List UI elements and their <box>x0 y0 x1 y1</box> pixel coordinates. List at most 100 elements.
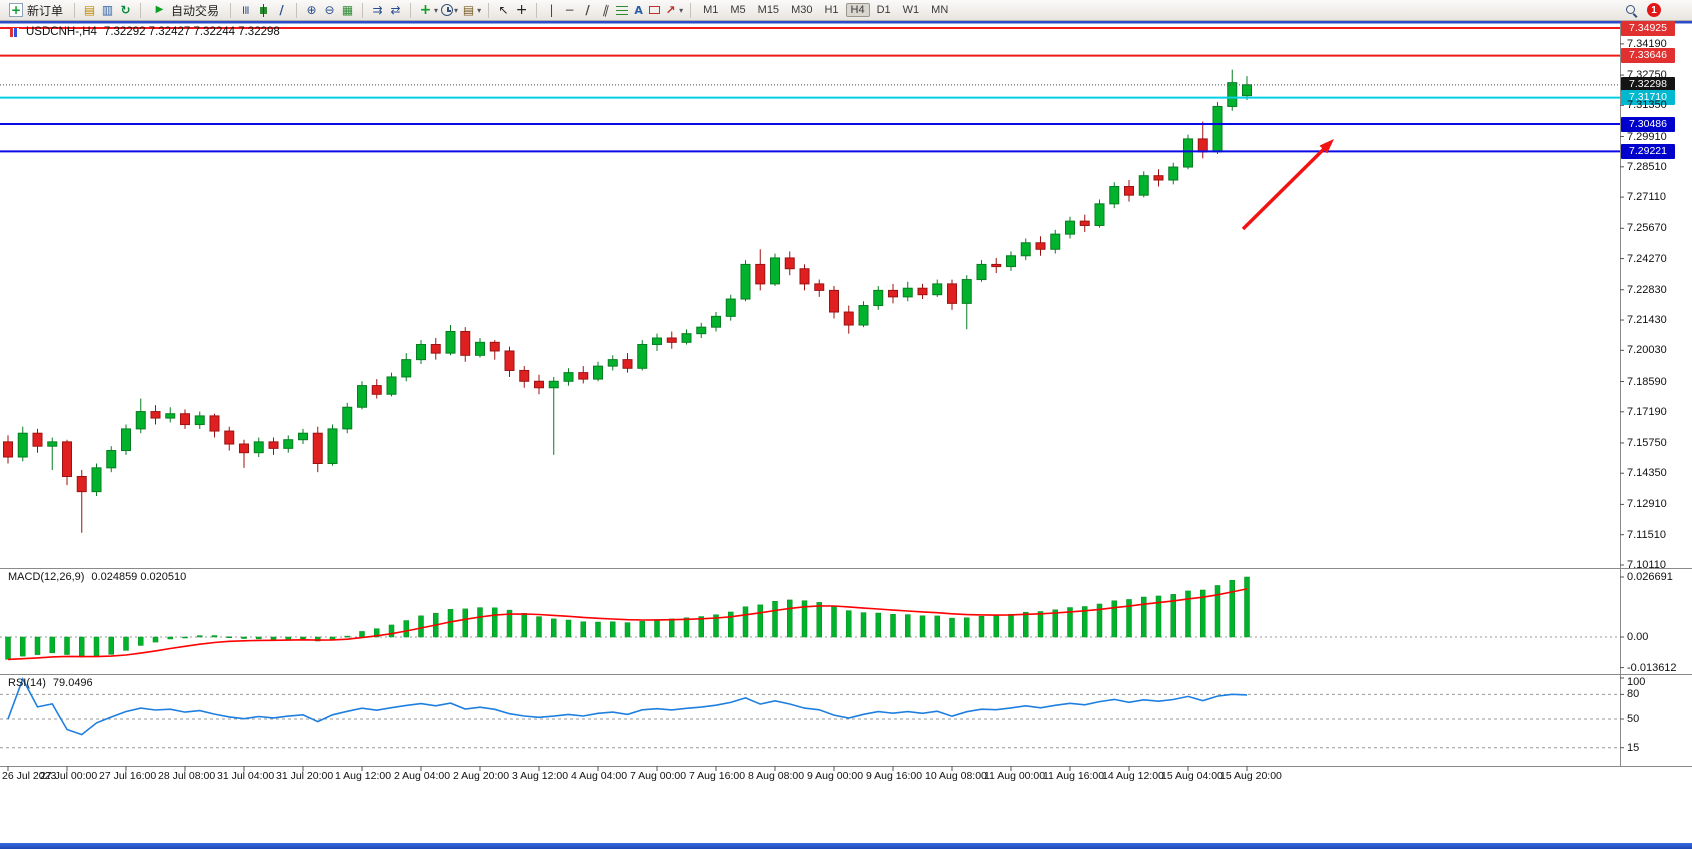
trendline-tool-icon[interactable] <box>580 3 595 18</box>
toolbar-separator <box>296 2 298 18</box>
candle-body <box>725 298 736 317</box>
arrows-tool-icon[interactable] <box>663 3 678 18</box>
templates-icon[interactable] <box>461 3 476 18</box>
timeframe-button-w1[interactable]: W1 <box>902 4 920 16</box>
candle-body <box>327 428 338 465</box>
candle-body <box>224 430 235 445</box>
candle-body <box>1050 233 1061 250</box>
candle-body <box>312 432 323 465</box>
cursor-tool-icon[interactable] <box>496 3 511 18</box>
market-watch-icon[interactable] <box>82 3 97 18</box>
text-tool-icon[interactable] <box>631 3 646 18</box>
candle-body <box>784 257 795 270</box>
candle-body <box>976 263 987 281</box>
candle-body <box>3 441 13 458</box>
line-chart-type-icon[interactable] <box>274 3 289 18</box>
candle-body <box>1020 242 1031 257</box>
templates-dropdown-caret[interactable]: ▾ <box>477 5 482 15</box>
candle-body <box>416 343 426 361</box>
candle-body <box>165 413 176 419</box>
candle-body <box>209 415 220 432</box>
candle-body <box>253 441 264 454</box>
timeframe-button-mn[interactable]: MN <box>931 4 949 16</box>
search-icon[interactable] <box>1624 3 1639 18</box>
candle-body <box>578 372 589 380</box>
zoom-in-icon[interactable] <box>304 3 319 18</box>
candle-body <box>622 359 633 369</box>
candle-body <box>371 385 382 395</box>
candle-body <box>475 341 485 356</box>
fibonacci-tool-icon[interactable] <box>616 5 629 15</box>
candle-body <box>1035 242 1046 250</box>
timeframe-button-m30[interactable]: M30 <box>791 4 813 16</box>
timeframe-button-m5[interactable]: M5 <box>730 4 746 16</box>
candle-body <box>283 439 294 449</box>
toolbar-right-group: 1 <box>1624 3 1687 18</box>
zoom-out-icon[interactable] <box>322 3 337 18</box>
crosshair-tool-icon[interactable] <box>514 3 529 18</box>
candle-body <box>1227 82 1238 107</box>
candle-body <box>1183 138 1193 168</box>
candle-body <box>386 376 397 395</box>
candle-body <box>770 257 780 285</box>
auto-scroll-icon[interactable] <box>370 3 385 18</box>
toolbar-separator <box>536 2 538 18</box>
indicators-icon[interactable] <box>418 3 433 18</box>
trend-arrow-line[interactable] <box>1241 145 1328 231</box>
candle-body <box>932 283 943 296</box>
toolbar-separator <box>362 2 364 18</box>
toolbar: 新订单 自动交易 ▾ ▾ ▾ <box>0 0 1692 21</box>
channel-tool-icon[interactable] <box>598 3 613 18</box>
new-order-icon <box>9 3 23 17</box>
chart-shift-icon[interactable] <box>388 3 403 18</box>
candle-body <box>534 380 544 389</box>
refresh-icon[interactable] <box>118 3 133 18</box>
candle-body <box>489 341 500 352</box>
candle-body <box>91 467 102 493</box>
candle-body <box>637 343 648 369</box>
candle-body <box>799 268 810 285</box>
notification-badge[interactable]: 1 <box>1647 3 1661 17</box>
horizontal-line-tool-icon[interactable] <box>562 3 577 18</box>
candle-body <box>711 315 721 328</box>
candle-body <box>843 311 854 326</box>
new-order-button[interactable]: 新订单 <box>5 1 67 20</box>
bottom-taskbar-strip <box>0 843 1692 849</box>
trend-arrow-head[interactable] <box>1319 139 1334 154</box>
vertical-line-tool-icon[interactable] <box>544 3 559 18</box>
toolbar-separator <box>74 2 76 18</box>
candle-body <box>342 406 353 430</box>
candle-body <box>740 263 751 300</box>
bar-chart-type-icon[interactable] <box>238 3 253 18</box>
auto-trading-button[interactable]: 自动交易 <box>148 1 223 20</box>
candle-body <box>1065 220 1075 235</box>
candle-body <box>298 432 308 441</box>
candle-body <box>1094 203 1105 226</box>
timeframe-button-m15[interactable]: M15 <box>757 4 780 16</box>
candle-body <box>1079 220 1090 226</box>
indicators-dropdown-caret[interactable]: ▾ <box>434 5 439 15</box>
candle-body <box>1212 105 1223 153</box>
data-window-icon[interactable] <box>100 3 115 18</box>
periods-dropdown-caret[interactable]: ▾ <box>454 5 459 15</box>
timeframe-button-d1[interactable]: D1 <box>876 4 891 16</box>
arrows-dropd own-caret[interactable]: ▾ <box>679 5 684 15</box>
candle-body <box>1138 175 1149 196</box>
timeframe-button-h4[interactable]: H4 <box>845 3 870 17</box>
candle-body <box>548 380 559 389</box>
toolbar-separator <box>690 2 692 18</box>
candle-body <box>947 283 957 304</box>
periods-icon[interactable] <box>441 4 454 16</box>
candle-body <box>47 441 58 447</box>
candle-body <box>873 289 884 307</box>
label-tool-icon[interactable] <box>649 6 661 14</box>
candle-body <box>1153 175 1164 181</box>
timeframe-button-h1[interactable]: H1 <box>824 4 839 16</box>
new-order-label: 新订单 <box>27 3 64 18</box>
timeframe-button-m1[interactable]: M1 <box>703 4 719 16</box>
tile-windows-icon[interactable] <box>340 3 355 18</box>
candle-body <box>1197 138 1208 153</box>
candlestick-chart-type-icon[interactable] <box>256 2 272 18</box>
candle-body <box>1242 84 1252 97</box>
